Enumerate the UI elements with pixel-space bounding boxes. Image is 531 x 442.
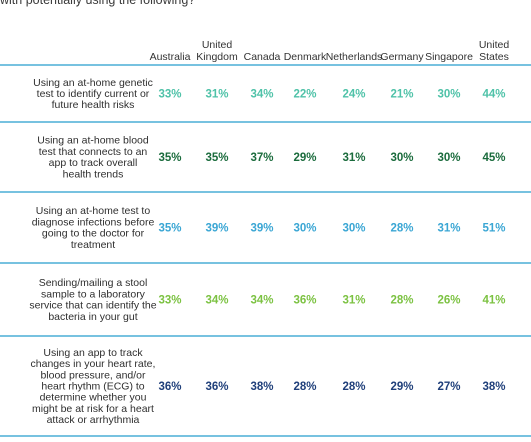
value-cell: 45% [482,152,505,164]
row-label: Using an app to track changes in your hea… [31,347,156,426]
value-cell: 31% [342,295,365,307]
value-cell: 30% [390,152,413,164]
column-header: Denmark [284,51,327,63]
value-cell: 41% [482,295,505,307]
value-cell: 29% [390,381,413,393]
value-cell: 30% [342,223,365,235]
value-cell: 33% [158,295,181,307]
value-cell: 21% [390,89,413,101]
value-cell: 27% [437,381,460,393]
value-cell: 39% [250,223,273,235]
chart-heading: with potentially using the following? [0,0,196,7]
column-header: United Kingdom [196,39,238,63]
row-label: Using an at-home test to diagnose infecti… [32,205,155,251]
value-cell: 31% [437,223,460,235]
column-header: Netherlands [326,51,383,63]
value-cell: 28% [390,223,413,235]
value-cell: 35% [158,152,181,164]
row-label: Using an at-home blood test that connects… [37,135,149,181]
column-header: Germany [380,51,424,63]
value-cell: 30% [437,152,460,164]
column-header: Australia [150,51,191,63]
value-cell: 22% [293,89,316,101]
value-cell: 38% [482,381,505,393]
value-cell: 38% [250,381,273,393]
value-cell: 31% [205,89,228,101]
value-cell: 44% [482,89,505,101]
row-label: Sending/mailing a stool sample to a labor… [29,277,156,323]
column-header: United States [479,39,510,63]
column-header: Canada [244,51,281,63]
value-cell: 28% [390,295,413,307]
value-cell: 28% [293,381,316,393]
value-cell: 33% [158,89,181,101]
value-cell: 51% [482,223,505,235]
value-cell: 30% [293,223,316,235]
value-cell: 34% [205,295,228,307]
value-cell: 30% [437,89,460,101]
value-cell: 31% [342,152,365,164]
value-cell: 34% [250,295,273,307]
value-cell: 29% [293,152,316,164]
value-cell: 35% [158,223,181,235]
value-cell: 36% [205,381,228,393]
value-cell: 35% [205,152,228,164]
value-cell: 39% [205,223,228,235]
value-cell: 36% [158,381,181,393]
value-cell: 24% [342,89,365,101]
column-header: Singapore [425,51,473,63]
value-cell: 28% [342,381,365,393]
value-cell: 36% [293,295,316,307]
value-cell: 34% [250,89,273,101]
value-cell: 37% [250,152,273,164]
value-cell: 26% [437,295,460,307]
row-label: Using an at-home genetic test to identify… [33,77,153,111]
